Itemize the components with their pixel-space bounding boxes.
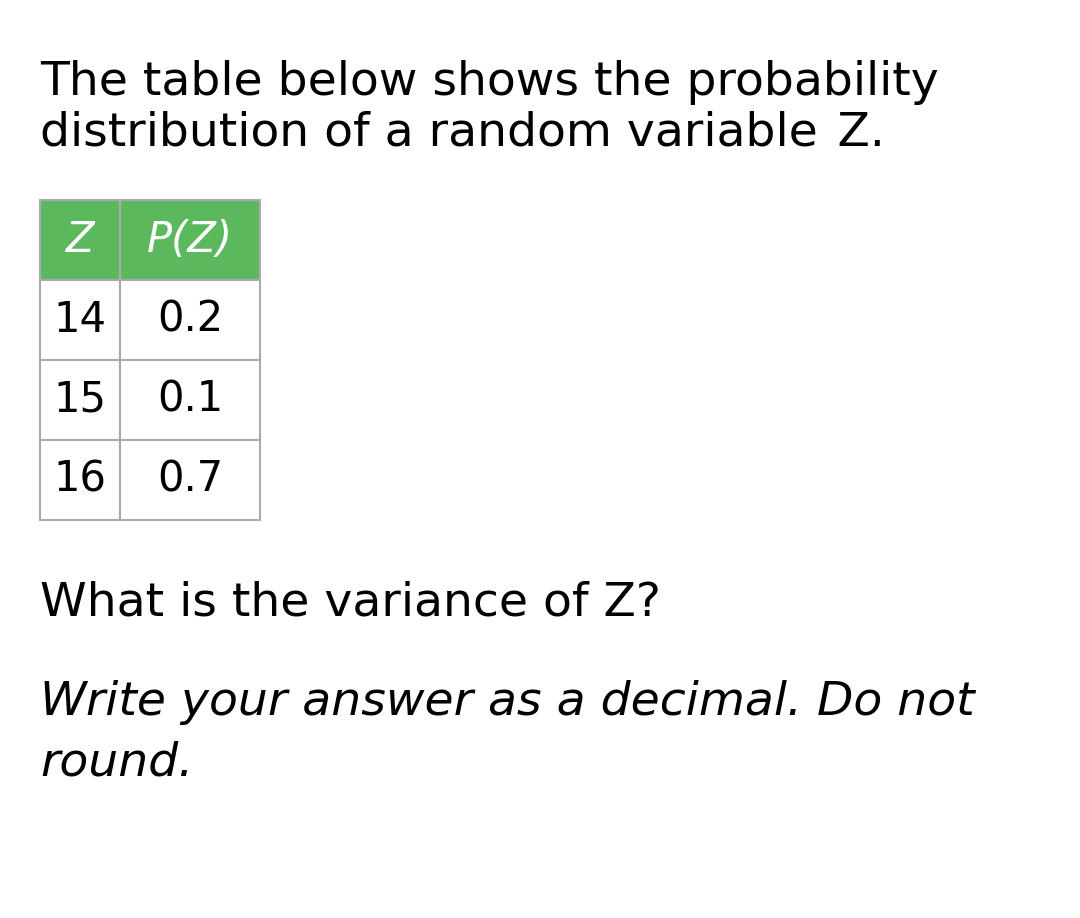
Bar [40,200,120,280]
Bar [120,440,260,520]
Text: distribution of a random variable  Z.: distribution of a random variable Z. [40,110,885,155]
Bar [40,280,120,360]
Text: P(Z): P(Z) [147,219,233,261]
Bar [120,360,260,440]
Bar [120,200,260,280]
Bar [120,280,260,360]
Text: 0.2: 0.2 [157,299,224,341]
Text: 16: 16 [54,459,107,501]
Text: round.: round. [40,740,193,785]
Text: Z: Z [66,219,94,261]
Text: The table below shows the probability: The table below shows the probability [40,60,939,105]
Text: 0.7: 0.7 [157,459,224,501]
Bar [40,440,120,520]
Text: Write your answer as a decimal. Do not: Write your answer as a decimal. Do not [40,680,974,725]
Text: 14: 14 [54,299,107,341]
Text: What is the variance of Z?: What is the variance of Z? [40,580,661,625]
Bar [40,360,120,440]
Text: 0.1: 0.1 [157,379,224,421]
Text: 15: 15 [54,379,107,421]
